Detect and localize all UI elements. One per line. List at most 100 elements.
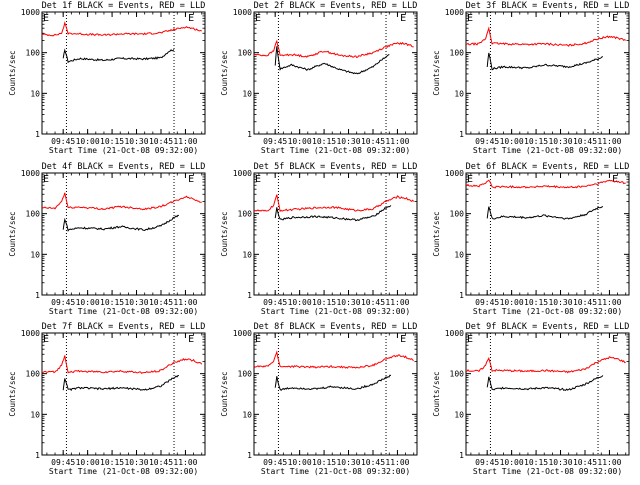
x-tick-label: 09:45 [263, 137, 287, 146]
y-tick-label: 100 [450, 49, 465, 58]
x-tick-label: 10:45 [149, 298, 173, 307]
x-tick-label: 10:45 [573, 458, 597, 467]
x-tick-label: 10:00 [288, 458, 312, 467]
plot-frame [41, 172, 206, 296]
y-axis-label: Counts/sec [220, 371, 229, 416]
plot-frame [41, 11, 206, 135]
chart-panel-7: Det 7f BLACK = Events, RED = LLD 1 10 100 10… [8, 322, 206, 476]
plot-frame [465, 172, 630, 296]
y-tick-label: 1 [35, 291, 40, 300]
x-tick-label: 09:45 [263, 458, 287, 467]
x-tick-label: 09:45 [475, 298, 499, 307]
x-axis-label: Start Time (21-Oct-08 09:32:00) [473, 146, 622, 155]
event-marker-label: E [255, 13, 261, 24]
chart-panel-5: Det 5f BLACK = Events, RED = LLD 1 10 100 10… [220, 162, 418, 316]
x-tick-label: 10:15 [524, 458, 548, 467]
y-tick-label: 100 [26, 210, 41, 219]
event-marker-label: E [612, 334, 618, 345]
x-axis-label: Start Time (21-Oct-08 09:32:00) [49, 146, 198, 155]
y-tick-label: 1 [247, 291, 252, 300]
x-tick-label: 11:00 [597, 137, 621, 146]
x-tick-label: 10:00 [500, 298, 524, 307]
chart-title: Det 9f BLACK = Events, RED = LLD [466, 322, 630, 332]
x-tick-label: 10:00 [76, 137, 100, 146]
y-tick-label: 1000 [233, 329, 252, 338]
x-tick-label: 10:15 [100, 458, 124, 467]
x-tick-label: 10:45 [573, 298, 597, 307]
plot-frame [465, 332, 630, 456]
series-line-lld [41, 355, 203, 374]
y-tick-label: 10 [30, 89, 40, 98]
x-tick-label: 10:45 [361, 458, 385, 467]
y-tick-label: 100 [450, 210, 465, 219]
y-axis-label: Counts/sec [432, 371, 441, 416]
event-marker-label: E [43, 174, 49, 185]
chart-title: Det 5f BLACK = Events, RED = LLD [254, 162, 418, 172]
event-marker-label: E [467, 334, 473, 345]
x-tick-label: 10:00 [76, 298, 100, 307]
x-tick-label: 10:30 [548, 298, 572, 307]
x-axis-label: Start Time (21-Oct-08 09:32:00) [261, 467, 410, 476]
x-tick-label: 10:15 [524, 298, 548, 307]
chart-panel-1: Det 1f BLACK = Events, RED = LLD 1 10 100 10… [8, 1, 206, 155]
plot-frame [253, 172, 418, 296]
y-tick-label: 1000 [445, 329, 464, 338]
x-tick-label: 11:00 [173, 298, 197, 307]
y-axis-label: Counts/sec [432, 211, 441, 256]
y-tick-label: 100 [450, 370, 465, 379]
event-marker-label: E [467, 13, 473, 24]
x-tick-label: 10:30 [124, 137, 148, 146]
chart-panel-6: Det 6f BLACK = Events, RED = LLD 1 10 100 10… [432, 162, 630, 316]
x-tick-label: 11:00 [385, 298, 409, 307]
y-tick-label: 1 [35, 451, 40, 460]
x-tick-label: 11:00 [173, 458, 197, 467]
x-tick-label: 11:00 [385, 458, 409, 467]
plot-frame [253, 11, 418, 135]
series-line-lld [253, 194, 415, 213]
y-tick-label: 1 [247, 130, 252, 139]
y-axis-label: Counts/sec [220, 211, 229, 256]
event-marker-label: E [400, 13, 406, 24]
chart-panel-9: Det 9f BLACK = Events, RED = LLD 1 10 100 10… [432, 322, 630, 476]
series-line-events [62, 48, 175, 64]
y-tick-label: 1 [459, 451, 464, 460]
event-marker-label: E [612, 174, 618, 185]
chart-title: Det 7f BLACK = Events, RED = LLD [42, 322, 206, 332]
y-axis-label: Counts/sec [8, 211, 17, 256]
x-tick-label: 09:45 [51, 137, 75, 146]
series-line-events [486, 206, 604, 220]
y-tick-label: 10 [30, 410, 40, 419]
x-tick-label: 11:00 [597, 458, 621, 467]
x-tick-label: 10:15 [524, 137, 548, 146]
series-line-events [274, 205, 392, 222]
series-line-lld [465, 179, 626, 189]
plot-frame [41, 332, 206, 456]
x-tick-label: 10:30 [124, 298, 148, 307]
x-tick-label: 11:00 [597, 298, 621, 307]
x-tick-label: 10:15 [100, 298, 124, 307]
x-axis-label: Start Time (21-Oct-08 09:32:00) [261, 146, 410, 155]
series-line-lld [466, 356, 626, 374]
x-tick-label: 10:30 [336, 137, 360, 146]
chart-panel-2: Det 2f BLACK = Events, RED = LLD 1 10 100 10… [220, 1, 418, 155]
y-tick-label: 10 [242, 250, 252, 259]
y-axis-label: Counts/sec [220, 50, 229, 95]
x-tick-label: 10:00 [288, 298, 312, 307]
x-tick-label: 10:00 [500, 137, 524, 146]
x-tick-label: 11:00 [173, 137, 197, 146]
x-tick-label: 10:30 [336, 458, 360, 467]
x-axis-label: Start Time (21-Oct-08 09:32:00) [49, 467, 198, 476]
chart-title: Det 8f BLACK = Events, RED = LLD [254, 322, 418, 332]
x-tick-label: 10:30 [124, 458, 148, 467]
x-axis-label: Start Time (21-Oct-08 09:32:00) [473, 307, 622, 316]
series-line-events [274, 374, 392, 392]
x-tick-label: 10:00 [500, 458, 524, 467]
y-tick-label: 1000 [445, 169, 464, 178]
x-tick-label: 09:45 [475, 458, 499, 467]
y-tick-label: 100 [238, 370, 253, 379]
y-tick-label: 100 [238, 210, 253, 219]
y-axis-label: Counts/sec [8, 371, 17, 416]
x-tick-label: 10:30 [548, 137, 572, 146]
